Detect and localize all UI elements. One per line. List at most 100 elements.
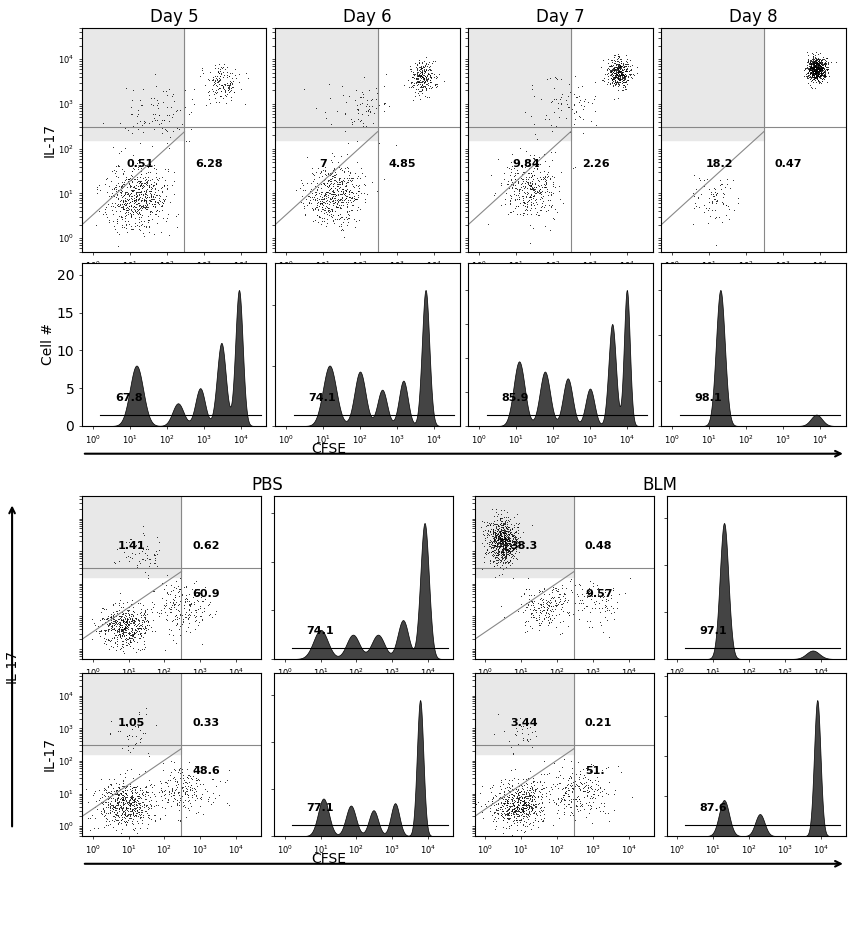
- Point: [132, 802, 146, 816]
- Point: [615, 62, 629, 77]
- Point: [509, 813, 523, 828]
- Point: [406, 67, 419, 82]
- Point: [501, 792, 514, 807]
- Point: [110, 801, 123, 816]
- Point: [345, 185, 359, 199]
- Point: [123, 796, 136, 811]
- Point: [327, 162, 341, 177]
- Point: [123, 609, 137, 624]
- Point: [123, 789, 137, 804]
- Point: [223, 84, 236, 99]
- Point: [510, 723, 524, 738]
- Point: [300, 198, 314, 212]
- Point: [190, 773, 204, 788]
- Point: [813, 60, 827, 75]
- Point: [127, 805, 141, 820]
- Point: [577, 802, 591, 816]
- Point: [104, 786, 117, 801]
- Point: [813, 68, 827, 83]
- Point: [94, 803, 108, 818]
- Point: [506, 528, 520, 543]
- Point: [186, 608, 200, 623]
- Point: [526, 783, 540, 798]
- Point: [414, 78, 428, 93]
- Point: [505, 808, 519, 823]
- Point: [613, 60, 627, 75]
- Point: [809, 63, 823, 78]
- Point: [538, 173, 551, 188]
- Point: [403, 62, 417, 76]
- Point: [559, 784, 573, 799]
- Point: [331, 193, 345, 208]
- Point: [352, 184, 366, 199]
- Point: [524, 189, 538, 204]
- Point: [331, 175, 344, 190]
- Point: [167, 87, 180, 102]
- Point: [110, 807, 124, 822]
- Point: [131, 620, 145, 635]
- Point: [806, 70, 820, 85]
- Point: [129, 617, 142, 632]
- Point: [494, 528, 507, 543]
- Point: [129, 798, 143, 813]
- Point: [613, 60, 627, 75]
- Point: [142, 179, 156, 194]
- Point: [126, 627, 140, 642]
- Point: [517, 789, 531, 804]
- Point: [810, 59, 824, 74]
- Point: [335, 189, 349, 204]
- Point: [563, 807, 576, 822]
- Point: [135, 617, 148, 632]
- Point: [139, 174, 153, 189]
- Point: [133, 221, 147, 236]
- Point: [122, 554, 135, 569]
- Point: [496, 526, 510, 541]
- Point: [498, 535, 512, 550]
- Point: [349, 191, 362, 206]
- Point: [112, 624, 126, 638]
- Bar: [82, 496, 181, 578]
- Point: [112, 788, 126, 802]
- Point: [492, 535, 506, 550]
- Point: [515, 803, 529, 818]
- Point: [139, 779, 153, 794]
- Point: [341, 160, 355, 175]
- Point: [124, 803, 138, 818]
- Point: [537, 146, 551, 161]
- Point: [508, 726, 522, 741]
- Point: [812, 68, 826, 83]
- Point: [504, 525, 518, 540]
- Point: [139, 184, 153, 199]
- Point: [129, 613, 142, 628]
- Text: 38.3: 38.3: [511, 541, 538, 551]
- Point: [176, 613, 190, 628]
- Point: [143, 789, 157, 804]
- Point: [491, 541, 505, 556]
- Point: [212, 74, 226, 89]
- Point: [137, 228, 151, 243]
- Point: [98, 814, 112, 829]
- Point: [583, 619, 596, 634]
- Point: [506, 530, 520, 545]
- Point: [507, 793, 521, 808]
- Point: [85, 631, 99, 646]
- Point: [148, 812, 161, 827]
- Point: [532, 583, 546, 598]
- Point: [807, 54, 821, 69]
- Point: [528, 603, 542, 618]
- Point: [152, 171, 166, 185]
- Point: [174, 792, 188, 807]
- Point: [495, 529, 509, 544]
- Point: [803, 74, 817, 89]
- Point: [407, 66, 421, 81]
- Point: [129, 814, 143, 829]
- Point: [497, 796, 511, 811]
- Point: [488, 533, 501, 548]
- Point: [504, 799, 518, 814]
- Point: [501, 177, 514, 192]
- Point: [807, 62, 821, 76]
- Point: [415, 66, 429, 81]
- Point: [111, 798, 125, 813]
- Point: [315, 211, 329, 226]
- Point: [499, 530, 513, 545]
